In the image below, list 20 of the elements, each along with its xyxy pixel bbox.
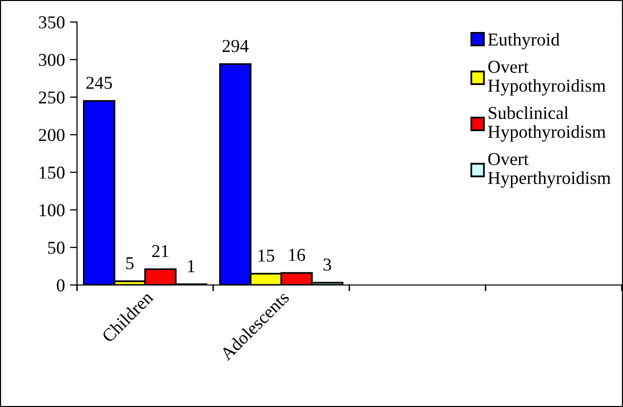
data-label: 245 xyxy=(86,76,112,89)
y-tick-label: 100 xyxy=(40,204,65,216)
y-tick-label: 200 xyxy=(38,128,65,142)
data-label: 5 xyxy=(126,257,134,270)
data-label: 3 xyxy=(324,258,332,271)
legend-label: Overt Hypothyroidism xyxy=(488,60,606,96)
data-label: 294 xyxy=(222,40,249,52)
y-tick-label: 50 xyxy=(48,242,65,254)
y-tick-label: 350 xyxy=(38,16,65,28)
data-label: 1 xyxy=(188,260,194,272)
legend-label: Subclinical Hypothyroidism xyxy=(488,106,606,142)
legend-label: Euthyroid xyxy=(488,32,560,50)
y-tick-label: 250 xyxy=(38,91,65,104)
data-label: 21 xyxy=(152,245,168,258)
y-tick-label: 150 xyxy=(40,166,65,179)
data-label: 16 xyxy=(289,248,306,261)
y-tick-label: 300 xyxy=(38,54,65,66)
data-label: 15 xyxy=(258,250,274,262)
legend-label: Overt Hyperthyroidism xyxy=(488,153,611,188)
y-tick-label: 0 xyxy=(56,279,65,292)
